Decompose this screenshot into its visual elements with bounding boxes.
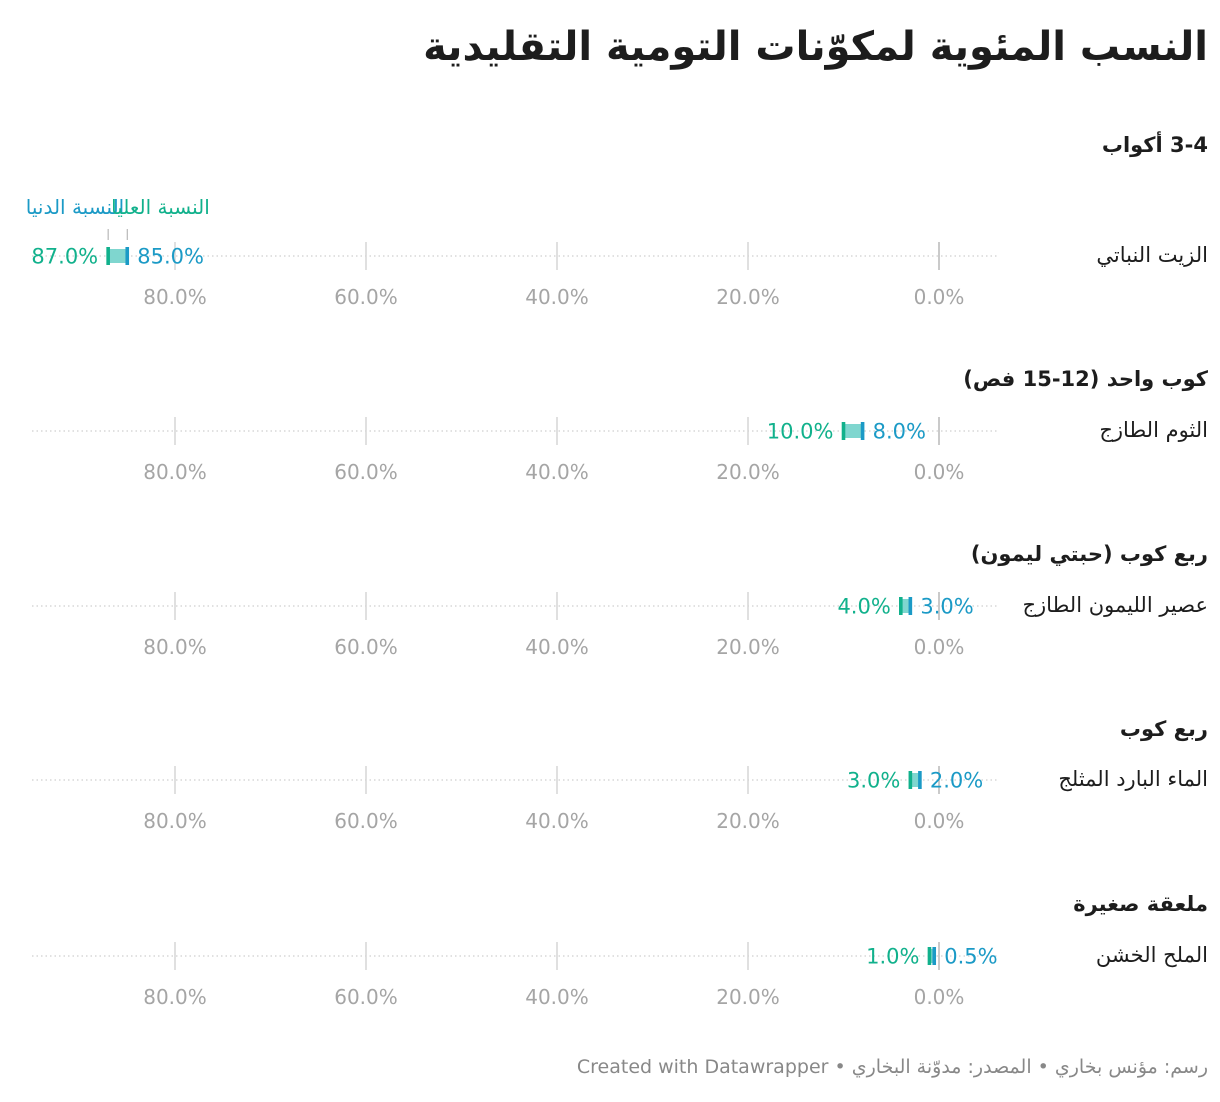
high-marker [106, 247, 110, 265]
low-marker [932, 947, 936, 965]
x-tick-label: 20.0% [716, 285, 780, 309]
x-tick-label: 40.0% [525, 285, 589, 309]
low-marker [909, 597, 913, 615]
x-tick-label: 0.0% [914, 285, 965, 309]
x-tick-label: 60.0% [334, 809, 398, 833]
low-marker [125, 247, 129, 265]
low-value-label: 3.0% [920, 595, 973, 619]
legend-high-label: النسبة العليا [111, 195, 210, 219]
x-tick-label: 40.0% [525, 460, 589, 484]
x-tick-label: 80.0% [143, 809, 207, 833]
low-value-label: 85.0% [137, 245, 204, 269]
high-value-label: 1.0% [866, 945, 919, 969]
x-tick-label: 80.0% [143, 635, 207, 659]
x-tick-label: 60.0% [334, 985, 398, 1009]
x-tick-label: 0.0% [914, 809, 965, 833]
high-value-label: 87.0% [31, 245, 98, 269]
range-band [108, 249, 127, 263]
low-marker [918, 771, 922, 789]
low-marker [861, 422, 865, 440]
x-tick-label: 80.0% [143, 985, 207, 1009]
high-value-label: 3.0% [847, 769, 900, 793]
x-tick-label: 80.0% [143, 285, 207, 309]
legend-low-label: النسبة الدنيا [26, 195, 125, 219]
x-tick-label: 40.0% [525, 985, 589, 1009]
x-tick-label: 80.0% [143, 460, 207, 484]
high-marker [928, 947, 932, 965]
x-tick-label: 60.0% [334, 635, 398, 659]
x-tick-label: 0.0% [914, 460, 965, 484]
x-tick-label: 20.0% [716, 635, 780, 659]
x-tick-label: 60.0% [334, 285, 398, 309]
high-marker [899, 597, 903, 615]
x-tick-label: 20.0% [716, 809, 780, 833]
x-tick-label: 40.0% [525, 809, 589, 833]
x-tick-label: 60.0% [334, 460, 398, 484]
x-tick-label: 0.0% [914, 635, 965, 659]
x-tick-label: 20.0% [716, 985, 780, 1009]
high-value-label: 4.0% [837, 595, 890, 619]
high-value-label: 10.0% [767, 420, 834, 444]
high-marker [842, 422, 846, 440]
x-tick-label: 40.0% [525, 635, 589, 659]
range-band [844, 424, 863, 438]
x-tick-label: 20.0% [716, 460, 780, 484]
low-value-label: 8.0% [873, 420, 926, 444]
low-value-label: 0.5% [944, 945, 997, 969]
low-value-label: 2.0% [930, 769, 983, 793]
high-marker [909, 771, 913, 789]
footer-credits: رسم: مؤنس بخاري • المصدر: مدوّنة البخاري… [577, 1056, 1208, 1078]
x-tick-label: 0.0% [914, 985, 965, 1009]
